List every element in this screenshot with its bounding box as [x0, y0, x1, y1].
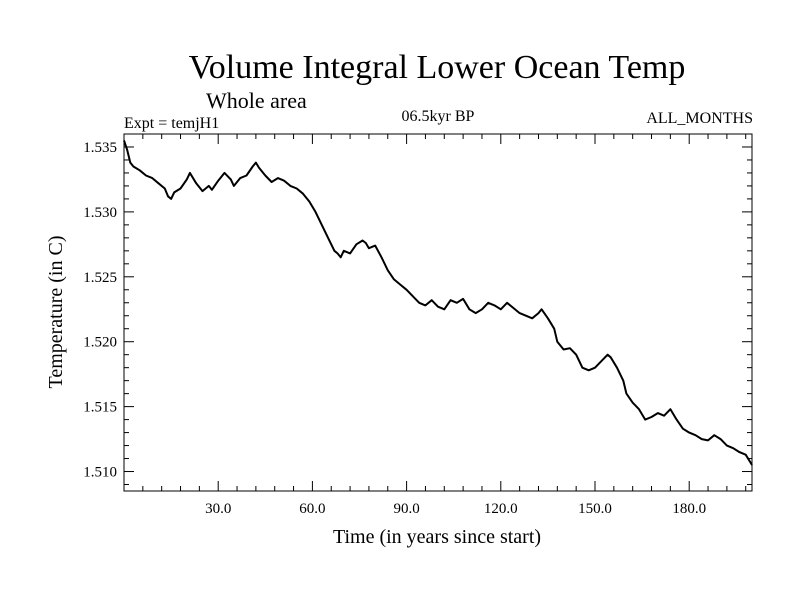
experiment-label: Expt = temjH1: [124, 115, 219, 132]
y-tick-label: 1.510: [83, 465, 117, 481]
x-tick-label: 60.0: [299, 501, 325, 517]
x-tick-label: 120.0: [484, 501, 518, 517]
x-axis-label: Time (in years since start): [333, 526, 541, 548]
months-label: ALL_MONTHS: [646, 110, 753, 127]
x-tick-label: 30.0: [205, 501, 231, 517]
y-tick-label: 1.525: [83, 270, 117, 286]
x-tick-label: 150.0: [578, 501, 612, 517]
x-tick-label: 90.0: [393, 501, 419, 517]
y-tick-label: 1.530: [83, 205, 117, 221]
y-axis-label: Temperature (in C): [45, 236, 67, 389]
series-line-temjH1: [123, 140, 753, 466]
chart-subtitle: Whole area: [206, 88, 307, 113]
y-tick-label: 1.515: [83, 400, 117, 416]
y-tick-label: 1.535: [83, 140, 117, 156]
plot-frame: [123, 133, 753, 492]
x-tick-label: 180.0: [672, 501, 706, 517]
plot-area: 30.0 60.0 90.0 120.0 150.0 180.0 1.510 1.515 1.5…: [83, 133, 753, 517]
period-label: 06.5kyr BP: [402, 108, 475, 125]
chart-title: Volume Integral Lower Ocean Temp: [189, 49, 686, 86]
y-tick-label: 1.520: [83, 335, 117, 351]
